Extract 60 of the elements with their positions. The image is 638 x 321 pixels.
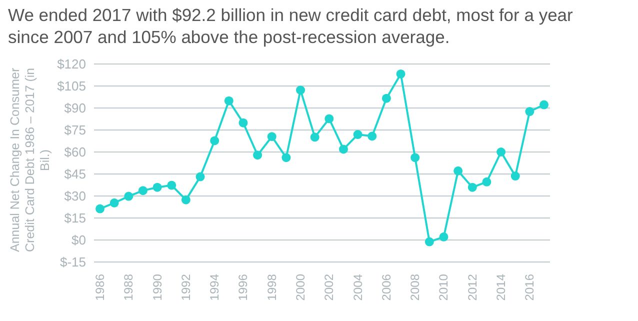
point <box>96 204 104 214</box>
point <box>310 132 320 142</box>
y-tick-label: $120 <box>57 56 86 72</box>
x-tick-label: 2010 <box>436 274 451 301</box>
point <box>196 172 205 182</box>
point <box>138 186 148 196</box>
x-tick-label: 2002 <box>322 274 336 301</box>
y-tick-label: $105 <box>57 78 86 94</box>
point <box>282 153 291 162</box>
y-tick-label: $75 <box>64 122 86 138</box>
x-tick-label: 2004 <box>350 274 365 301</box>
point <box>296 86 306 95</box>
x-tick-label: 2008 <box>408 274 422 301</box>
point <box>152 182 162 192</box>
y-tick-label: $15 <box>64 210 86 226</box>
point <box>238 118 248 128</box>
x-tick-label: 1990 <box>150 274 164 301</box>
point <box>253 150 262 160</box>
x-tick-label: 1992 <box>178 274 193 301</box>
point <box>324 114 334 124</box>
point <box>396 69 406 78</box>
y-axis-title: Annual Net Change In Consumer Credit Card Debt 1986 – 2017 (in Bil.) <box>8 66 53 254</box>
chart-title: We ended 2017 with $92.2 billion in new credit card debt, most for a year since 2007 and 105% above the post-recession average. <box>8 4 574 48</box>
x-tick-label: 1996 <box>236 274 250 301</box>
point <box>439 232 448 242</box>
point <box>124 192 134 201</box>
point <box>496 148 506 156</box>
point <box>224 96 234 106</box>
point <box>167 180 176 190</box>
x-tick-label: 1994 <box>208 274 222 301</box>
y-tick-label: $30 <box>64 188 86 204</box>
y-tick-label: $-15 <box>60 254 86 270</box>
x-tick-label: 1988 <box>122 274 136 301</box>
x-tick-label: 2016 <box>522 274 537 301</box>
y-tick-label: $90 <box>64 100 86 116</box>
x-tick-label: 1998 <box>264 274 279 301</box>
x-tick-label: 1986 <box>93 274 107 301</box>
point <box>110 198 119 208</box>
point <box>353 130 362 140</box>
point <box>338 144 348 154</box>
y-tick-label: $60 <box>64 144 86 160</box>
point <box>382 94 391 103</box>
y-tick-label: $0 <box>72 232 86 248</box>
point <box>368 132 377 141</box>
x-tick-label: 2006 <box>379 274 394 301</box>
point <box>210 136 220 146</box>
x-tick-label: 2014 <box>494 274 508 301</box>
point <box>482 177 492 186</box>
point <box>181 195 190 204</box>
point <box>267 132 276 142</box>
x-tick-label: 2012 <box>465 274 480 301</box>
point <box>424 237 434 246</box>
point <box>454 166 463 176</box>
point <box>525 107 534 116</box>
point <box>540 100 548 110</box>
point <box>468 182 477 192</box>
y-tick-label: $45 <box>64 166 86 182</box>
point <box>410 153 420 162</box>
point <box>510 172 520 181</box>
x-tick-label: 2000 <box>294 274 308 301</box>
